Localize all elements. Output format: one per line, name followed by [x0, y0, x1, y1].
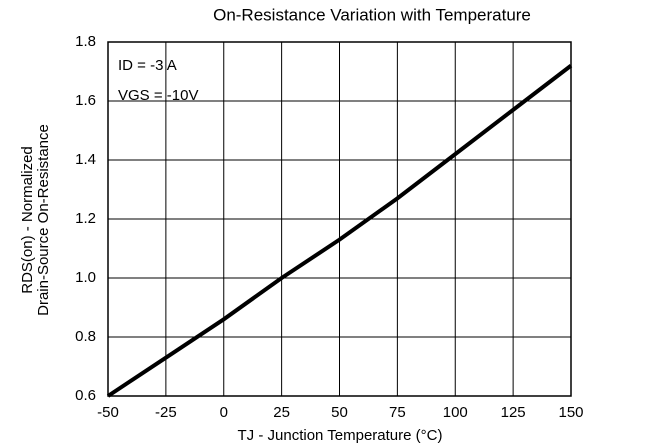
y-tick-label: 1.6 — [75, 92, 96, 109]
y-tick-label: 1.2 — [75, 210, 96, 227]
x-tick-label: 25 — [273, 404, 290, 421]
y-tick-label: 1.4 — [75, 151, 96, 168]
x-tick-label: 125 — [501, 404, 526, 421]
x-tick-label: 75 — [389, 404, 406, 421]
y-tick-label: 0.6 — [75, 387, 96, 404]
x-tick-label: 150 — [558, 404, 583, 421]
y-tick-label: 1.8 — [75, 33, 96, 50]
x-tick-label: 100 — [443, 404, 468, 421]
y-axis-label: RDS(on) - Normalized — [19, 146, 36, 294]
annotation: VGS = -10V — [118, 87, 198, 104]
annotation: ID = -3 A — [118, 57, 177, 74]
x-axis-label: TJ - Junction Temperature (°C) — [238, 427, 443, 444]
chart-title: On-Resistance Variation with Temperature — [213, 5, 531, 24]
x-tick-label: 50 — [331, 404, 348, 421]
x-tick-label: -25 — [155, 404, 177, 421]
y-tick-label: 0.8 — [75, 328, 96, 345]
y-axis-label: Drain-Source On-Resistance — [35, 124, 52, 316]
x-tick-label: 0 — [220, 404, 228, 421]
data-line — [106, 64, 573, 398]
plot-frame — [107, 41, 572, 397]
x-tick-label: -50 — [97, 404, 119, 421]
y-tick-label: 1.0 — [75, 269, 96, 286]
